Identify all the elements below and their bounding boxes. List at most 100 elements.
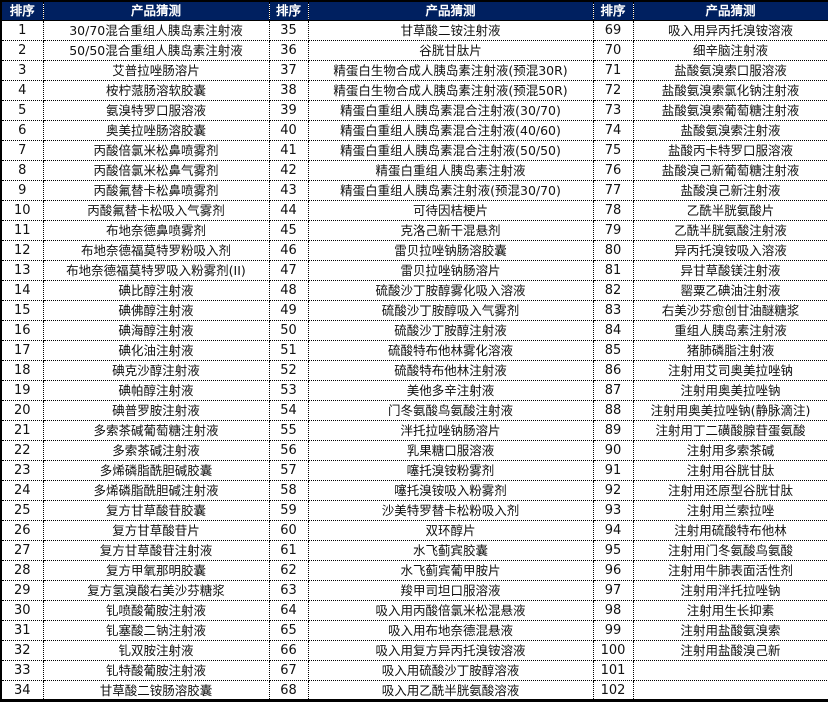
rank-cell: 101 [593, 660, 634, 681]
table-row: 10 丙酸氟替卡松吸入气雾剂 44 可待因桔梗片 78 乙酰半胱氨酸片 [2, 200, 828, 221]
rank-header: 排序 [269, 2, 309, 21]
product-cell: 精蛋白重组人胰岛素混合注射液(40/60) [308, 120, 594, 141]
table-row: 33 钆特酸葡胺注射液 67 吸入用硫酸沙丁胺醇溶液 101 [2, 660, 828, 681]
product-cell: 吸入用丙酸倍氯米松混悬液 [308, 600, 594, 621]
product-cell: 精蛋白重组人胰岛素混合注射液(50/50) [308, 140, 594, 161]
product-cell: 右美沙芬愈创甘油醚糖浆 [633, 300, 828, 321]
table-row: 11 布地奈德鼻喷雾剂 45 克洛己新干混悬剂 79 乙酰半胱氨酸注射液 [2, 220, 828, 241]
product-cell: 精蛋白生物合成人胰岛素注射液(预混30R) [308, 60, 594, 81]
product-cell: 钆塞酸二钠注射液 [43, 620, 270, 641]
product-cell [633, 660, 828, 681]
rank-cell: 38 [269, 80, 309, 101]
product-cell: 复方甘草酸苷片 [43, 520, 270, 541]
rank-cell: 60 [269, 520, 309, 541]
product-cell: 注射用盐酸溴己新 [633, 640, 828, 661]
product-cell: 丙酸氟替卡松吸入气雾剂 [43, 200, 270, 221]
rank-cell: 46 [269, 240, 309, 261]
rank-header: 排序 [593, 2, 634, 21]
rank-cell: 75 [593, 140, 634, 161]
rank-cell: 15 [2, 300, 44, 321]
product-cell: 盐酸氨溴索氯化钠注射液 [633, 80, 828, 101]
product-cell: 重组人胰岛素注射液 [633, 320, 828, 341]
product-cell: 盐酸氨溴索葡萄糖注射液 [633, 100, 828, 121]
rank-cell: 82 [593, 280, 634, 301]
table-row: 23 多烯磷脂酰胆碱胶囊 57 噻托溴铵粉雾剂 91 注射用谷胱甘肽 [2, 460, 828, 481]
product-cell: 吸入用异丙托溴铵溶液 [633, 20, 828, 41]
product-cell: 注射用门冬氨酸鸟氨酸 [633, 540, 828, 561]
product-cell: 50/50混合重组人胰岛素注射液 [43, 40, 270, 61]
product-cell: 布地奈德鼻喷雾剂 [43, 220, 270, 241]
product-cell: 注射用谷胱甘肽 [633, 460, 828, 481]
product-cell: 碘比醇注射液 [43, 280, 270, 301]
rank-cell: 31 [2, 620, 44, 641]
rank-cell: 9 [2, 180, 44, 201]
product-cell: 乳果糖口服溶液 [308, 440, 594, 461]
rank-cell: 32 [2, 640, 44, 661]
rank-cell: 72 [593, 80, 634, 101]
product-cell: 注射用泮托拉唑钠 [633, 580, 828, 601]
product-cell: 布地奈德福莫特罗粉吸入剂 [43, 240, 270, 261]
product-cell: 注射用兰索拉唑 [633, 500, 828, 521]
rank-cell: 92 [593, 480, 634, 501]
product-cell: 奥美拉唑肠溶胶囊 [43, 120, 270, 141]
header-row: 排序 产品猜测 排序 产品猜测 排序 产品猜测 [2, 2, 828, 21]
rank-cell: 66 [269, 640, 309, 661]
rank-cell: 80 [593, 240, 634, 261]
rank-cell: 87 [593, 380, 634, 401]
product-cell: 吸入用布地奈德混悬液 [308, 620, 594, 641]
rank-cell: 27 [2, 540, 44, 561]
rank-cell: 6 [2, 120, 44, 141]
rank-cell: 52 [269, 360, 309, 381]
rank-cell: 86 [593, 360, 634, 381]
product-cell: 30/70混合重组人胰岛素注射液 [43, 20, 270, 41]
product-cell: 猪肺磷脂注射液 [633, 340, 828, 361]
rank-cell: 50 [269, 320, 309, 341]
rank-cell: 33 [2, 660, 44, 681]
table-row: 17 碘化油注射液 51 硫酸特布他林雾化溶液 85 猪肺磷脂注射液 [2, 340, 828, 361]
rank-cell: 70 [593, 40, 634, 61]
rank-cell: 96 [593, 560, 634, 581]
table-row: 9 丙酸氟替卡松鼻喷雾剂 43 精蛋白重组人胰岛素注射液(预混30/70) 77 盐酸溴己… [2, 180, 828, 201]
rank-cell: 4 [2, 80, 44, 101]
rank-cell: 41 [269, 140, 309, 161]
table-row: 22 多索茶碱注射液 56 乳果糖口服溶液 90 注射用多索茶碱 [2, 440, 828, 461]
product-cell: 吸入用复方异丙托溴铵溶液 [308, 640, 594, 661]
rank-cell: 26 [2, 520, 44, 541]
product-cell: 复方甲氧那明胶囊 [43, 560, 270, 581]
product-cell: 碘化油注射液 [43, 340, 270, 361]
table-row: 12 布地奈德福莫特罗粉吸入剂 46 雷贝拉唑钠肠溶胶囊 80 异丙托溴铵吸入溶液 [2, 240, 828, 261]
table-row: 7 丙酸倍氯米松鼻喷雾剂 41 精蛋白重组人胰岛素混合注射液(50/50) 75 盐酸丙卡… [2, 140, 828, 161]
product-cell: 丙酸氟替卡松鼻喷雾剂 [43, 180, 270, 201]
rank-cell: 55 [269, 420, 309, 441]
rank-cell: 98 [593, 600, 634, 621]
rank-cell: 54 [269, 400, 309, 421]
rank-cell: 18 [2, 360, 44, 381]
product-cell: 精蛋白重组人胰岛素注射液(预混30/70) [308, 180, 594, 201]
rank-cell: 94 [593, 520, 634, 541]
product-cell: 双环醇片 [308, 520, 594, 541]
product-cell: 异甘草酸镁注射液 [633, 260, 828, 281]
rank-cell: 8 [2, 160, 44, 181]
product-cell: 罂粟乙碘油注射液 [633, 280, 828, 301]
rank-cell: 56 [269, 440, 309, 461]
rank-cell: 100 [593, 640, 634, 661]
product-cell: 布地奈德福莫特罗吸入粉雾剂(II) [43, 260, 270, 281]
product-cell: 雷贝拉唑钠肠溶胶囊 [308, 240, 594, 261]
rank-cell: 25 [2, 500, 44, 521]
product-cell: 可待因桔梗片 [308, 200, 594, 221]
product-cell: 硫酸特布他林雾化溶液 [308, 340, 594, 361]
product-cell: 注射用牛肺表面活性剂 [633, 560, 828, 581]
rank-cell: 91 [593, 460, 634, 481]
product-cell: 乙酰半胱氨酸注射液 [633, 220, 828, 241]
table-row: 18 碘克沙醇注射液 52 硫酸特布他林注射液 86 注射用艾司奥美拉唑钠 [2, 360, 828, 381]
product-cell: 盐酸溴己新葡萄糖注射液 [633, 160, 828, 181]
table-row: 27 复方甘草酸苷注射液 61 水飞蓟宾胶囊 95 注射用门冬氨酸鸟氨酸 [2, 540, 828, 561]
product-cell: 钆特酸葡胺注射液 [43, 660, 270, 681]
rank-cell: 37 [269, 60, 309, 81]
rank-cell: 71 [593, 60, 634, 81]
table-row: 26 复方甘草酸苷片 60 双环醇片 94 注射用硫酸特布他林 [2, 520, 828, 541]
rank-cell: 35 [269, 20, 309, 41]
rank-cell: 17 [2, 340, 44, 361]
product-cell: 细辛脑注射液 [633, 40, 828, 61]
rank-cell: 68 [269, 680, 309, 701]
